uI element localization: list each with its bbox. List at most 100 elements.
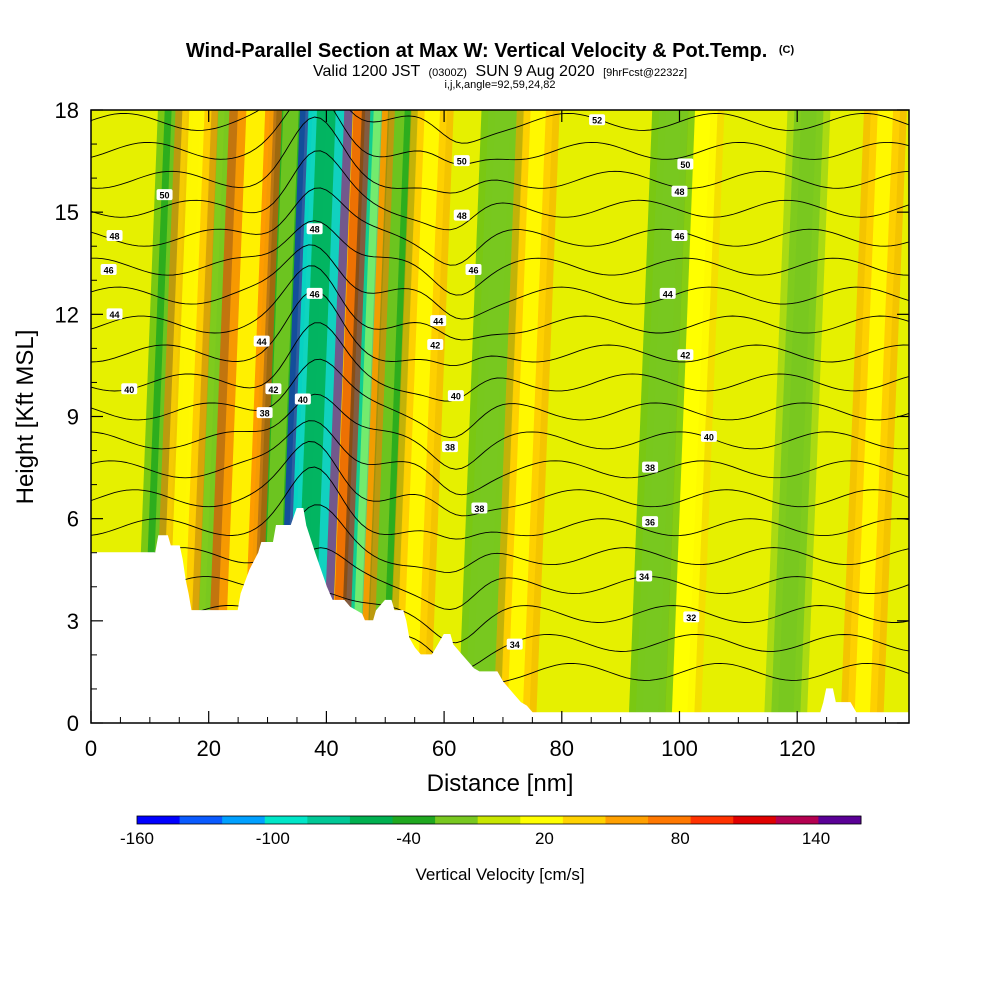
terrain-mask	[91, 508, 909, 723]
subtitle-valid: Valid 1200 JST	[313, 63, 421, 80]
isentrope-line	[91, 265, 909, 341]
contour-label: 32	[683, 611, 700, 623]
svg-text:34: 34	[510, 640, 520, 650]
contour-label: 40	[447, 390, 464, 402]
contour-label: 44	[106, 308, 123, 320]
svg-text:46: 46	[310, 289, 320, 299]
svg-text:42: 42	[268, 385, 278, 395]
contour-label: 44	[659, 287, 676, 299]
contour-label: 42	[427, 338, 444, 350]
contour-label: 50	[677, 158, 694, 170]
colorbar-label: 80	[671, 829, 690, 848]
contour-label: 44	[430, 315, 447, 327]
copyright-mark: (C)	[779, 44, 795, 56]
svg-text:38: 38	[445, 443, 455, 453]
svg-text:44: 44	[433, 317, 443, 327]
chart-subtitle-indices: i,j,k,angle=92,59,24,82	[444, 79, 555, 91]
colorbar-label: 20	[535, 829, 554, 848]
svg-text:44: 44	[663, 289, 673, 299]
isentrope-line	[91, 290, 909, 367]
y-tick-label: 6	[67, 507, 79, 532]
contour-label: 38	[441, 441, 458, 453]
contour-label: 38	[471, 502, 488, 514]
contour-label: 48	[106, 230, 123, 242]
isentrope-line	[91, 504, 909, 573]
updraft-band-6-2	[854, 110, 894, 723]
updraft-band-9-2	[401, 110, 440, 723]
isentrope-line	[91, 393, 909, 470]
y-tick-label: 3	[67, 609, 79, 634]
svg-text:48: 48	[110, 232, 120, 242]
isentrope-line	[91, 441, 909, 517]
contour-label: 40	[121, 383, 138, 395]
colorbar-swatch	[392, 816, 436, 824]
colorbar-swatch	[264, 816, 308, 824]
svg-text:52: 52	[592, 116, 602, 126]
contour-label: 46	[465, 264, 482, 276]
contour-label: 40	[700, 430, 717, 442]
contour-label: 34	[636, 570, 653, 582]
isentrope-line	[91, 110, 909, 144]
svg-text:48: 48	[310, 225, 320, 235]
colorbar-swatch	[733, 816, 777, 824]
y-tick-label: 0	[67, 711, 79, 736]
contour-label: 50	[453, 155, 470, 167]
y-tick-label: 9	[67, 405, 79, 430]
colorbar-swatch	[690, 816, 734, 824]
y-tick-label: 15	[55, 200, 79, 225]
contour-label: 48	[671, 185, 688, 197]
y-axis-label: Height [Kft MSL]	[12, 330, 39, 505]
isentrope-line	[91, 110, 909, 165]
chart-subtitle: Valid 1200 JST (0300Z) SUN 9 Aug 2020 [9…	[313, 63, 687, 80]
x-axis-label: Distance [nm]	[427, 770, 574, 797]
x-tick-label: 80	[550, 736, 574, 761]
svg-text:46: 46	[469, 266, 479, 276]
subtitle-utc: (0300Z)	[428, 67, 467, 79]
contour-label: 36	[642, 516, 659, 528]
contour-label: 38	[256, 407, 273, 419]
svg-text:50: 50	[160, 191, 170, 201]
colorbar-swatch	[818, 816, 862, 824]
colorbar-label: -160	[120, 829, 154, 848]
colorbar-label: 140	[802, 829, 830, 848]
svg-text:50: 50	[457, 157, 467, 167]
colorbar: -160 -100 -40 20 80 140	[120, 815, 862, 848]
colorbar-swatch	[520, 816, 564, 824]
isentrope-line	[91, 116, 909, 194]
svg-text:38: 38	[260, 409, 270, 419]
svg-text:Wind-Parallel Section at Max W: Wind-Parallel Section at Max W: Vertical…	[186, 40, 795, 62]
contour-label: 42	[677, 349, 694, 361]
updraft-band-2-2	[671, 110, 711, 723]
x-tick-label: 20	[196, 736, 220, 761]
isentrope-line	[91, 150, 909, 231]
svg-text:40: 40	[704, 432, 714, 442]
isentrope-line	[91, 466, 909, 540]
contour-label: 48	[306, 223, 323, 235]
colorbar-swatch	[222, 816, 266, 824]
colorbar-swatch	[775, 816, 819, 824]
contour-label: 46	[306, 287, 323, 299]
contour-label: 50	[156, 189, 173, 201]
isentrope-line	[91, 220, 909, 296]
colorbar-swatch	[477, 816, 521, 824]
contour-label: 46	[671, 230, 688, 242]
contour-label: 34	[506, 638, 523, 650]
svg-text:46: 46	[674, 232, 684, 242]
isentrope-line	[91, 547, 909, 610]
chart-title: Wind-Parallel Section at Max W: Vertical…	[186, 40, 767, 62]
svg-text:40: 40	[451, 392, 461, 402]
colorbar-title: Vertical Velocity [cm/s]	[415, 865, 584, 884]
colorbar-swatch	[307, 816, 351, 824]
subtitle-date: SUN 9 Aug 2020	[475, 63, 594, 80]
svg-text:38: 38	[474, 504, 484, 514]
colorbar-label: -40	[396, 829, 421, 848]
isentrope-line	[91, 187, 909, 266]
colorbar-swatch	[349, 816, 394, 824]
isentrope-line	[91, 322, 909, 402]
x-tick-label: 120	[779, 736, 816, 761]
updraft-band-5-2	[507, 110, 546, 723]
isentrope-line	[91, 420, 909, 496]
downdraft-band-4-2	[471, 110, 511, 723]
contour-label: 44	[253, 335, 270, 347]
